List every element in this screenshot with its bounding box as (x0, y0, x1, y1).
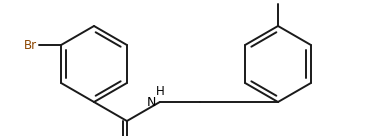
Text: Br: Br (24, 38, 37, 52)
Text: N: N (147, 95, 156, 109)
Text: H: H (155, 85, 164, 98)
Text: Cl: Cl (272, 0, 284, 2)
